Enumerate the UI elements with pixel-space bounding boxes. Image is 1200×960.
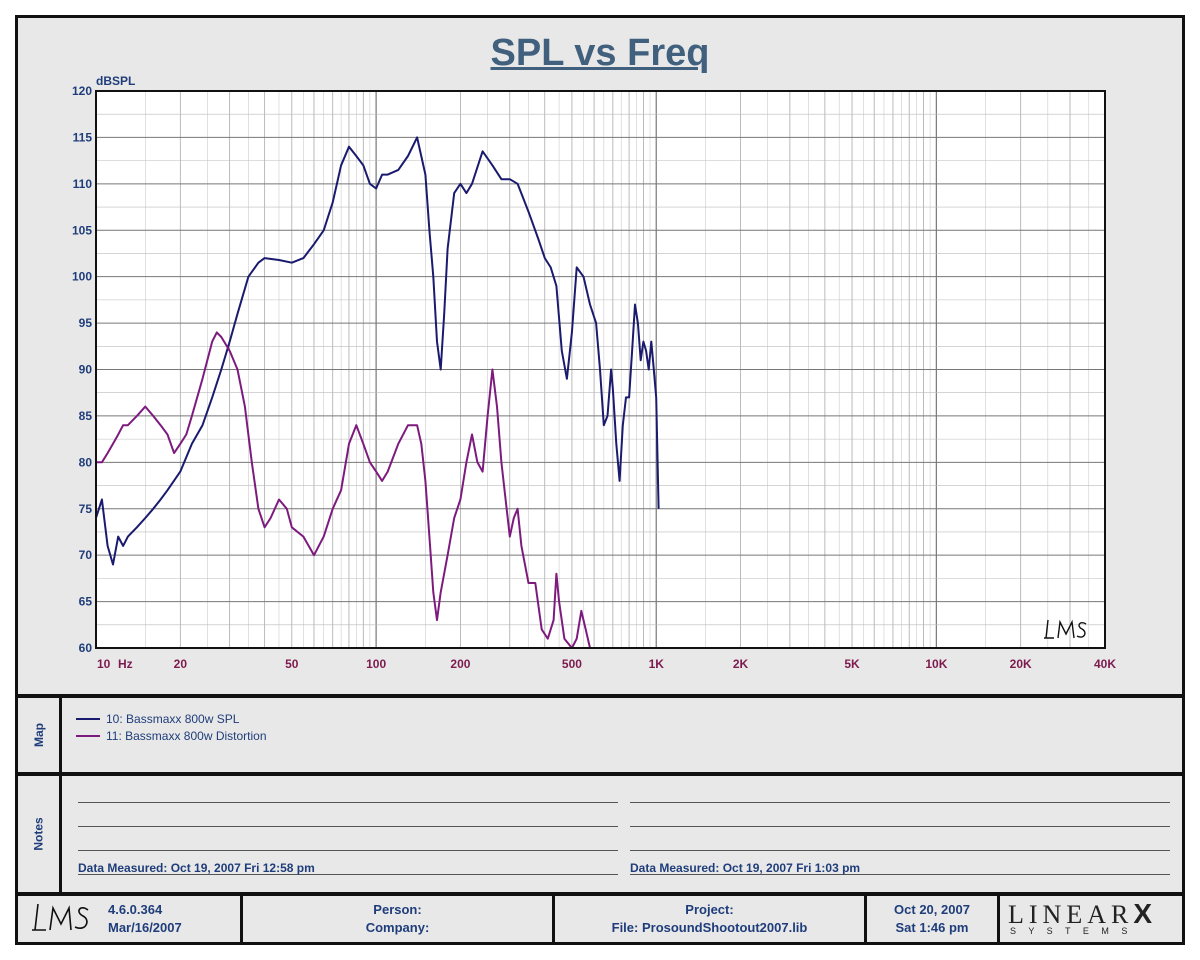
legend-entry-distortion: 11: Bassmaxx 800w Distortion — [76, 729, 267, 743]
footer-project-cell: Project: File: ProsoundShootout2007.lib — [555, 896, 867, 942]
series-line-distortion — [96, 331, 610, 649]
series-line-spl — [95, 136, 660, 566]
chart-title: SPL vs Freq — [490, 32, 710, 74]
linearx-logo: LINEARX S Y S T E M S — [1000, 896, 1182, 942]
note-line — [630, 802, 1170, 803]
x-tick-label: 20 — [174, 657, 188, 671]
brand-subtitle: S Y S T E M S — [1010, 926, 1133, 936]
x-tick-label: 100 — [366, 657, 386, 671]
y-tick-label: 90 — [79, 363, 93, 377]
notes-right-column: Data Measured: Oct 19, 2007 Fri 1:03 pm — [630, 776, 1170, 892]
note-measured-right: Data Measured: Oct 19, 2007 Fri 1:03 pm — [630, 861, 861, 875]
lms-logo-icon — [32, 903, 89, 931]
footer-panel: 4.6.0.364 Mar/16/2007 Person: Company: P… — [15, 893, 1185, 945]
notes-panel: Notes Data Measured: Oct 19, 2007 Fri 12… — [15, 773, 1185, 895]
software-date: Mar/16/2007 — [108, 920, 182, 935]
x-tick-label: 10K — [925, 657, 947, 671]
footer-date-cell: Oct 20, 2007 Sat 1:46 pm — [867, 896, 1000, 942]
company-label: Company: — [365, 920, 430, 935]
y-tick-label: 110 — [73, 177, 93, 191]
y-tick-label: 100 — [72, 270, 92, 284]
y-tick-label: 65 — [79, 595, 93, 609]
note-line — [78, 826, 618, 827]
y-axis-label: dBSPL — [96, 74, 135, 88]
x-axis-unit: Hz — [118, 657, 133, 671]
y-tick-labels: 60 65 70 75 80 85 90 95 100 105 110 115 120 — [72, 84, 92, 655]
y-tick-label: 95 — [79, 316, 93, 330]
note-line — [630, 874, 1170, 875]
report-date: Oct 20, 2007 — [894, 902, 970, 917]
x-tick-label: 2K — [733, 657, 749, 671]
legend-label: 11: Bassmaxx 800w Distortion — [106, 729, 267, 743]
y-tick-label: 80 — [79, 455, 93, 469]
note-measured-left: Data Measured: Oct 19, 2007 Fri 12:58 pm — [78, 861, 315, 875]
y-tick-label: 70 — [79, 548, 93, 562]
y-tick-label: 115 — [73, 130, 93, 144]
legend-swatch — [76, 735, 100, 737]
legend-entry-spl: 10: Bassmaxx 800w SPL — [76, 712, 239, 726]
notes-left-column: Data Measured: Oct 19, 2007 Fri 12:58 pm — [78, 776, 618, 892]
note-line — [78, 850, 618, 851]
x-tick-label: 40K — [1094, 657, 1116, 671]
map-panel: Map 10: Bassmaxx 800w SPL 11: Bassmaxx 8… — [15, 695, 1185, 775]
y-tick-label: 120 — [72, 84, 92, 98]
report-frame: SPL vs Freq 60 65 70 75 80 85 90 95 100 105 110 115… — [15, 15, 1185, 945]
person-label: Person: — [373, 902, 422, 917]
notes-side-label: Notes — [18, 776, 62, 892]
note-line — [630, 850, 1170, 851]
lms-watermark-icon — [1044, 619, 1087, 639]
series-lines — [95, 136, 660, 649]
y-tick-label: 105 — [72, 223, 92, 237]
note-line — [78, 802, 618, 803]
x-tick-labels: 10 20 50 100 200 500 1K 2K 5K 10K 20K 40K — [97, 657, 1116, 671]
x-tick-label: 20K — [1010, 657, 1032, 671]
note-line — [630, 826, 1170, 827]
software-version: 4.6.0.364 — [108, 902, 163, 917]
note-line — [78, 874, 618, 875]
x-tick-label: 200 — [450, 657, 470, 671]
report-time: Sat 1:46 pm — [895, 920, 969, 935]
brand-name: LINEARX — [1008, 898, 1153, 929]
x-tick-label: 1K — [649, 657, 665, 671]
project-label: Project: — [685, 902, 734, 917]
x-tick-label: 50 — [285, 657, 299, 671]
footer-version-cell: 4.6.0.364 Mar/16/2007 — [18, 896, 243, 942]
y-tick-label: 60 — [79, 641, 93, 655]
file-label: File: ProsoundShootout2007.lib — [611, 920, 808, 935]
x-tick-label: 5K — [844, 657, 860, 671]
plot-border — [95, 90, 1106, 649]
x-tick-label: 500 — [562, 657, 582, 671]
y-tick-label: 85 — [79, 409, 93, 423]
legend-swatch — [76, 718, 100, 720]
x-tick-label: 10 — [97, 657, 111, 671]
chart-panel: SPL vs Freq 60 65 70 75 80 85 90 95 100 105 110 115… — [15, 15, 1185, 697]
legend-label: 10: Bassmaxx 800w SPL — [106, 712, 240, 726]
y-tick-label: 75 — [79, 502, 93, 516]
footer-person-cell: Person: Company: — [243, 896, 555, 942]
map-side-label: Map — [18, 698, 62, 772]
